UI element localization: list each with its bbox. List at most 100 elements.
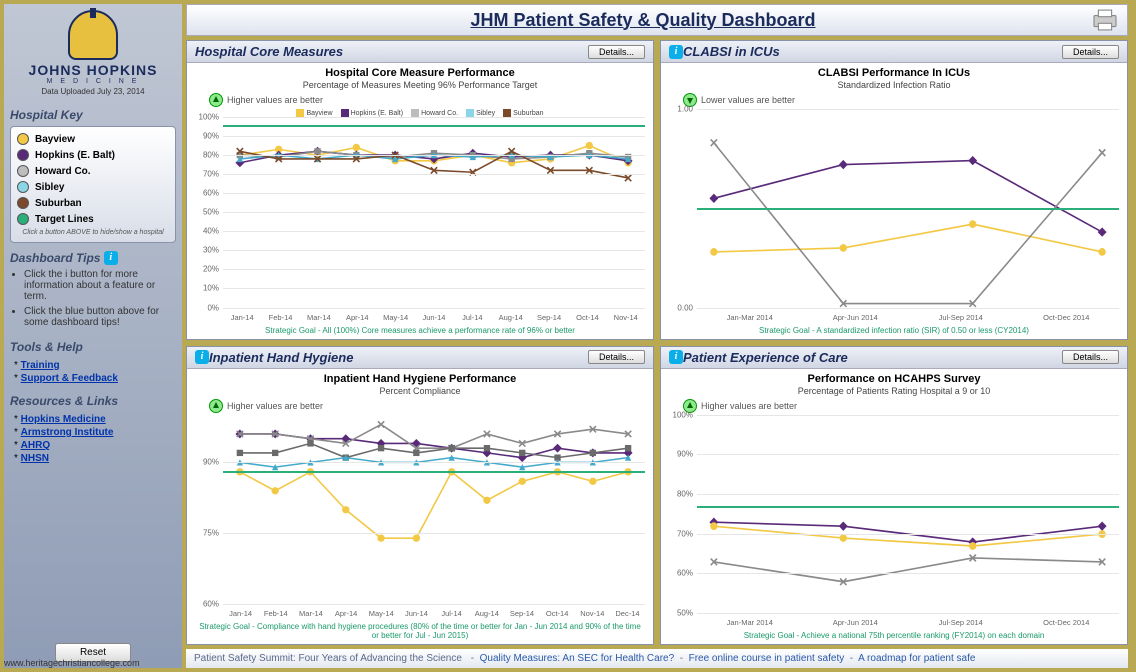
footer-link[interactable]: A roadmap for patient safe [858,653,975,664]
goal-text: Strategic Goal - A standardized infectio… [669,326,1119,335]
footer-ticker: Patient Safety Summit: Four Years of Adv… [186,649,1128,668]
chart-plot: 0.001.00 Jan-Mar 2014Apr-Jun 2014Jul-Sep… [697,109,1119,308]
sidebar-link[interactable]: Training [21,360,60,371]
print-icon[interactable] [1091,9,1119,31]
panel-hygiene: i Inpatient Hand Hygiene Details... Inpa… [186,346,654,646]
panel-heading: Inpatient Hand Hygiene [209,350,588,365]
chart-title: Performance on HCAHPS Survey [669,373,1119,385]
info-icon[interactable]: i [104,251,118,265]
panel-experience: i Patient Experience of Care Details... … [660,346,1128,646]
chart-svg [223,415,645,605]
source-url: www.heritagechristiancollege.com [4,658,140,668]
x-axis: Jan-Mar 2014Apr-Jun 2014Jul-Sep 2014Oct-… [697,618,1119,627]
link-item: * NHSN [14,453,176,464]
goal-text: Strategic Goal - Achieve a national 75th… [669,631,1119,640]
y-axis: 50%60%70%80%90%100% [669,415,695,614]
link-item: * Training [14,360,176,371]
goal-text: Strategic Goal - All (100%) Core measure… [195,326,645,335]
chart-legend: BayviewHopkins (E. Balt)Howard Co.Sibley… [195,109,645,117]
chart-area: Hospital Core Measure Performance Percen… [187,63,653,339]
panel-heading: Patient Experience of Care [683,350,1062,365]
link-item: * Hopkins Medicine [14,414,176,425]
chart-title: CLABSI Performance In ICUs [669,67,1119,79]
swatch-icon [17,213,29,225]
tip-item: Click the i button for more information … [24,269,176,302]
footer-link[interactable]: Quality Measures: An SEC for Health Care… [480,653,675,664]
hospital-key-item[interactable]: Sibley [15,179,171,195]
hospital-key-item[interactable]: Bayview [15,131,171,147]
panel-heading: Hospital Core Measures [195,44,588,59]
chart-plot: 60%75%90% Jan-14Feb-14Mar-14Apr-14May-14… [223,415,645,605]
sidebar-link[interactable]: NHSN [21,453,49,464]
panel-header: i Inpatient Hand Hygiene Details... [187,347,653,369]
chart-area: CLABSI Performance In ICUs Standardized … [661,63,1127,339]
link-item: * Armstrong Institute [14,427,176,438]
tools-heading: Tools & Help [10,340,176,354]
chart-title: Inpatient Hand Hygiene Performance [195,373,645,385]
chart-subtitle: Percent Compliance [195,386,645,396]
sidebar-link[interactable]: Hopkins Medicine [21,414,106,425]
chart-plot: 0%10%20%30%40%50%60%70%80%90%100% Jan-14… [223,117,645,308]
sidebar-link[interactable]: Support & Feedback [21,373,118,384]
direction-icon [209,399,223,413]
panel-core: Hospital Core Measures Details... Hospit… [186,40,654,340]
direction-hint: Higher values are better [209,399,645,413]
hospital-key-item[interactable]: Suburban [15,195,171,211]
x-axis: Jan-14Feb-14Mar-14Apr-14May-14Jun-14Jul-… [223,609,645,618]
page-title: JHM Patient Safety & Quality Dashboard [195,10,1091,31]
hospital-key-panel: BayviewHopkins (E. Balt)Howard Co.Sibley… [10,126,176,243]
hospital-key-item[interactable]: Hopkins (E. Balt) [15,147,171,163]
sidebar-link[interactable]: AHRQ [21,440,50,451]
footer-lead: Patient Safety Summit: Four Years of Adv… [194,653,462,664]
chart-subtitle: Standardized Infection Ratio [669,80,1119,90]
swatch-icon [17,133,29,145]
chart-plot: 50%60%70%80%90%100% Jan-Mar 2014Apr-Jun … [697,415,1119,614]
goal-text: Strategic Goal - Compliance with hand hy… [195,622,645,640]
chart-area: Inpatient Hand Hygiene Performance Perce… [187,369,653,645]
link-item: * Support & Feedback [14,373,176,384]
x-axis: Jan-14Feb-14Mar-14Apr-14May-14Jun-14Jul-… [223,313,645,322]
details-button[interactable]: Details... [588,350,645,364]
title-bar: JHM Patient Safety & Quality Dashboard [186,4,1128,36]
chart-area: Performance on HCAHPS Survey Percentage … [661,369,1127,645]
footer-link[interactable]: Free online course in patient safety [689,653,845,664]
details-button[interactable]: Details... [1062,45,1119,59]
info-icon[interactable]: i [669,45,683,59]
direction-hint: Lower values are better [683,93,1119,107]
direction-icon [209,93,223,107]
hospital-key-item[interactable]: Target Lines [15,211,171,227]
sidebar-link[interactable]: Armstrong Institute [21,427,114,438]
upload-date: Data Uploaded July 23, 2014 [10,87,176,96]
chart-title: Hospital Core Measure Performance [195,67,645,79]
sidebar: JOHNS HOPKINS M E D I C I N E Data Uploa… [4,4,182,668]
tools-list: * Training * Support & Feedback [10,358,176,386]
panel-header: i CLABSI in ICUs Details... [661,41,1127,63]
swatch-icon [17,165,29,177]
panel-clabsi: i CLABSI in ICUs Details... CLABSI Perfo… [660,40,1128,340]
key-note: Click a button ABOVE to hide/show a hosp… [15,227,171,238]
info-icon[interactable]: i [669,350,683,364]
x-axis: Jan-Mar 2014Apr-Jun 2014Jul-Sep 2014Oct-… [697,313,1119,322]
tip-item: Click the blue button above for some das… [24,306,176,328]
hospital-key-heading: Hospital Key [10,108,176,122]
swatch-icon [17,181,29,193]
panel-header: Hospital Core Measures Details... [187,41,653,63]
org-sub: M E D I C I N E [10,78,176,85]
link-item: * AHRQ [14,440,176,451]
swatch-icon [17,149,29,161]
chart-subtitle: Percentage of Patients Rating Hospital a… [669,386,1119,396]
y-axis: 0.001.00 [669,109,695,308]
details-button[interactable]: Details... [1062,350,1119,364]
hospital-key-item[interactable]: Howard Co. [15,163,171,179]
panel-header: i Patient Experience of Care Details... [661,347,1127,369]
main: JHM Patient Safety & Quality Dashboard H… [182,4,1132,668]
tips-list: Click the i button for more information … [10,269,176,332]
direction-hint: Higher values are better [683,399,1119,413]
chart-grid: Hospital Core Measures Details... Hospit… [186,40,1128,645]
details-button[interactable]: Details... [588,45,645,59]
y-axis: 60%75%90% [195,415,221,605]
info-icon[interactable]: i [195,350,209,364]
swatch-icon [17,197,29,209]
chart-subtitle: Percentage of Measures Meeting 96% Perfo… [195,80,645,90]
chart-svg [697,415,1119,614]
